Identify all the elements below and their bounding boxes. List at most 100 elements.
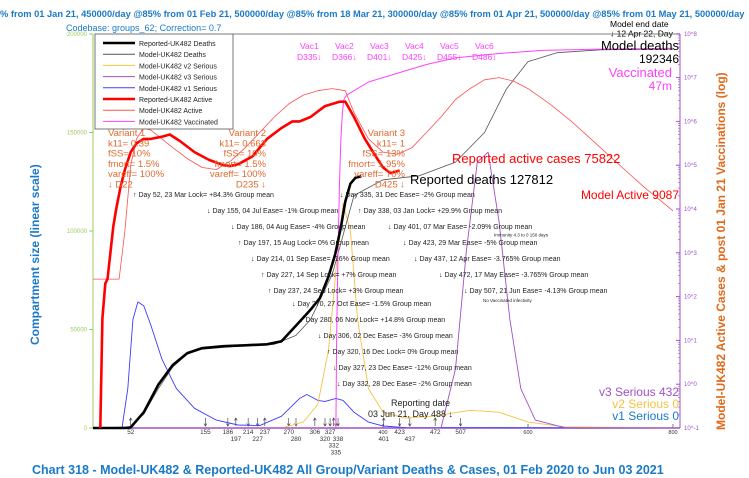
event-tick-label: 155 xyxy=(200,429,211,436)
variant-2-label: vareff= 100% xyxy=(210,169,267,180)
v3-end-label: v3 Serious 432 xyxy=(599,385,679,399)
y-tick-label: 50000 xyxy=(70,328,87,334)
annotations: ↑ Day 52, 23 Mar Lock= +84.3% Group mean… xyxy=(108,38,679,423)
legend-label: Model-UK482 v2 Serious xyxy=(139,63,217,70)
intervention-label: ↓ Day 306, 02 Dec Ease= -3% Group mean xyxy=(318,333,453,340)
intervention-label: ↓ Day 437, 12 Apr Ease= -3.765% Group me… xyxy=(414,256,561,263)
event-tick-label: 338 xyxy=(333,436,344,443)
series-line-reported-uk482-deaths xyxy=(93,174,362,430)
y2-tick-label: 10^5 xyxy=(684,163,697,169)
event-tick-label: 227 xyxy=(252,436,263,443)
vaccine-name: Vac2 xyxy=(335,41,354,51)
variant-3-label: D425 ↓ xyxy=(375,180,405,191)
intervention-label: ↓ Day 155, 04 Jul Ease= -1% Group mean xyxy=(207,208,338,215)
model-deaths-value: 192346 xyxy=(639,52,679,66)
variant-2-label: D235 ↓ xyxy=(236,180,266,191)
legend: Reported-UK482 Deaths Model-UK482 Deaths M… xyxy=(94,33,234,130)
y-tick-label: 150000 xyxy=(67,131,88,137)
model-active-end-label: Model Active 9087 xyxy=(581,188,679,202)
intervention-label: ↓ Day 332, 28 Dec Ease= -2% Group mean xyxy=(337,381,472,388)
variant-1-label: ↓ D22 xyxy=(108,180,133,191)
x-tick-label: 400 xyxy=(378,430,387,436)
down-arrow-icon xyxy=(246,418,250,427)
event-tick-label: 327 xyxy=(325,429,336,436)
variant-2-label: fmort= 1.5% xyxy=(215,159,267,170)
vaccine-day: D455↓ xyxy=(437,52,462,62)
series-line-model-uk482-v3-serious xyxy=(93,151,674,429)
variant-1-label: Variant 1 xyxy=(108,128,145,139)
up-arrow-icon xyxy=(313,417,317,426)
variant-1-label: vareff= 100% xyxy=(108,169,165,180)
intervention-label: ↓ Day 472, 17 May Ease= -3.765% Group me… xyxy=(439,272,588,279)
model-end-label-2: ↓ 12 Apr 22, Day xyxy=(610,29,674,39)
variant-3-label: Variant 3 xyxy=(368,128,405,139)
up-arrow-icon xyxy=(433,417,437,426)
legend-label: Model-UK482 Vaccinated xyxy=(139,119,218,126)
down-arrow-icon xyxy=(336,418,340,427)
event-tick-label: 335 xyxy=(331,449,342,456)
vaccine-day: D401↓ xyxy=(367,52,392,62)
variant-3-label: fSS= 13% xyxy=(362,149,405,160)
legend-label: Model-UK482 v1 Serious xyxy=(139,86,217,93)
down-arrow-icon xyxy=(397,418,402,427)
event-tick-label: 401 xyxy=(378,436,389,443)
event-tick-label: 214 xyxy=(243,429,254,436)
legend-label: Model-UK482 Deaths xyxy=(139,52,206,59)
event-tick-label: 472 xyxy=(430,429,441,436)
variant-2-label: k11= 0.663 xyxy=(219,138,266,149)
intervention-label: ↑ Day 237, 24 Sep Lock= +3% Group mean xyxy=(268,288,404,295)
codebase-label: Codebase: groups_62; Correction= 0.7 xyxy=(66,23,221,33)
y-tick-label: 0 xyxy=(84,426,88,432)
event-tick-label: 306 xyxy=(310,429,321,436)
y2-tick-label: 10^1 xyxy=(684,338,697,344)
variant-3-label: k11= 1 xyxy=(377,138,405,149)
event-tick-label: 280 xyxy=(291,436,302,443)
vaccinated-end-label: Vaccinated xyxy=(609,65,672,80)
intervention-label: ↑ Day 280, 06 Nov Lock= +14.8% Group mea… xyxy=(300,317,445,324)
model-deaths-end-label: Model deaths xyxy=(601,38,680,53)
up-arrow-icon xyxy=(381,417,386,426)
event-tick-label: 423 xyxy=(394,429,405,436)
vaccine-name: Vac5 xyxy=(440,41,459,51)
down-arrow-icon xyxy=(226,418,230,427)
vaccine-day: D335↓ xyxy=(297,52,322,62)
series-layer xyxy=(92,47,674,430)
event-tick-label: 332 xyxy=(328,443,339,450)
y2-tick-label: 10^8 xyxy=(684,32,697,38)
variant-1-label: fmort= 1.5% xyxy=(108,159,160,170)
immunity-note: Immunity 4.3 to 0 150 days xyxy=(494,233,549,238)
reporting-date-value: 03 Jun 21, Day 488 ↓ xyxy=(368,409,453,419)
intervention-label: ↑ Day 197, 15 Aug Lock= 0% Group mean xyxy=(238,240,369,247)
event-tick-label: 507 xyxy=(455,429,466,436)
vaccinated-value: 47m xyxy=(649,79,672,93)
reported-active-end-label: Reported active cases 75822 xyxy=(452,151,620,166)
y2-tick-label: 10^0 xyxy=(684,382,697,388)
legend-label: Reported-UK482 Active xyxy=(139,97,212,104)
intervention-label: ↑ Day 52, 23 Mar Lock= +84.3% Group mean xyxy=(133,192,274,199)
series-line-model-uk482-vaccinated xyxy=(335,47,674,429)
y2-axis-title: Model-UK482 Active Cases & post 01 Jan 2… xyxy=(714,72,728,430)
v2-end-label: v2 Serious 0 xyxy=(612,397,679,411)
down-arrow-icon xyxy=(408,418,412,427)
down-arrow-icon xyxy=(286,418,291,427)
intervention-label: ↑ Day 320, 16 Dec Lock= 0% Group mean xyxy=(327,349,458,356)
vaccine-name: Vac6 xyxy=(475,41,494,51)
up-arrow-icon xyxy=(128,417,133,426)
vaccine-day: D486↓ xyxy=(472,52,497,62)
x-tick-label: 800 xyxy=(668,430,677,436)
x-tick-label: 600 xyxy=(523,430,532,436)
header-top-line: % from 01 Jan 21, 450000/day @85% from 0… xyxy=(0,9,745,19)
variant-3-label: fmort= 1.95% xyxy=(348,159,405,170)
v1-end-label: v1 Serious 0 xyxy=(612,409,679,423)
intervention-label: ↓ Day 270, 27 Oct Ease= -1.5% Group mean xyxy=(292,301,431,308)
down-arrow-icon xyxy=(328,418,332,427)
up-arrow-icon xyxy=(263,417,267,426)
y2-tick-label: 10^2 xyxy=(684,295,697,301)
up-arrow-icon xyxy=(331,417,336,426)
intervention-label: ↓ Day 423, 29 Mar Ease= -5% Group mean xyxy=(403,240,538,247)
intervention-label: ↓ Day 214, 01 Sep Ease= -16% Group mean xyxy=(251,256,390,263)
down-arrow-icon xyxy=(323,418,327,427)
variant-2-label: fSS= 10% xyxy=(223,149,266,160)
model-end-label-1: Model end date xyxy=(610,19,669,29)
y2-tick-label: 10^4 xyxy=(684,207,697,213)
